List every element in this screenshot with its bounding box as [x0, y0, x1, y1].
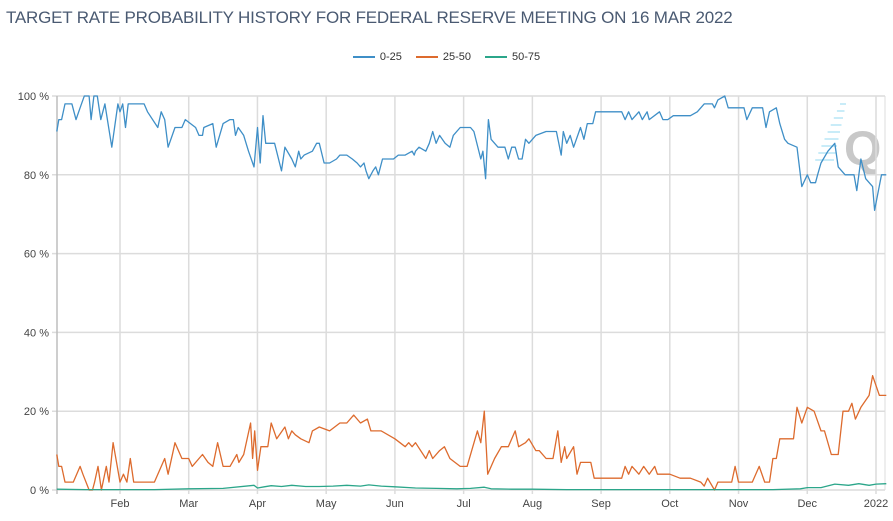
watermark-logo: [815, 103, 846, 161]
x-tick-label: Sep: [591, 498, 611, 510]
y-tick-label: 80 %: [24, 170, 49, 182]
legend-label-0-25: 0-25: [379, 51, 402, 63]
x-tick-label: May: [316, 498, 337, 510]
legend-label-50-75: 50-75: [512, 51, 541, 63]
legend-swatch-25-50: [415, 56, 438, 58]
x-tick-label: Nov: [729, 498, 749, 510]
legend-swatch-50-75: [485, 56, 508, 58]
x-tick-label: Dec: [797, 498, 817, 510]
chart-legend: 0-25 25-50 50-75: [0, 51, 893, 63]
x-tick-label: Jul: [457, 498, 471, 510]
series-line-25-50: [56, 375, 887, 491]
x-tick-label: Mar: [179, 498, 198, 510]
x-tick-label: 2022: [864, 498, 888, 510]
legend-swatch-0-25: [352, 56, 375, 58]
legend-label-25-50: 25-50: [442, 51, 472, 63]
chart-title: TARGET RATE PROBABILITY HISTORY FOR FEDE…: [6, 8, 733, 27]
legend-item-0-25[interactable]: 0-25: [352, 51, 402, 63]
y-tick-label: 0 %: [30, 485, 49, 497]
legend-item-25-50[interactable]: 25-50: [415, 51, 472, 63]
series-line-50-75: [56, 483, 887, 491]
series-line-0-25: [56, 95, 887, 211]
x-tick-label: Oct: [661, 498, 678, 510]
legend-item-50-75[interactable]: 50-75: [485, 51, 540, 63]
x-tick-label: Feb: [111, 498, 130, 510]
y-tick-label: 20 %: [24, 406, 49, 418]
x-tick-label: Jun: [386, 498, 404, 510]
x-tick-label: Apr: [249, 498, 266, 510]
x-tick-label: Aug: [523, 498, 543, 510]
y-tick-label: 100 %: [18, 91, 49, 103]
y-tick-label: 40 %: [24, 327, 49, 339]
y-tick-label: 60 %: [24, 249, 49, 261]
